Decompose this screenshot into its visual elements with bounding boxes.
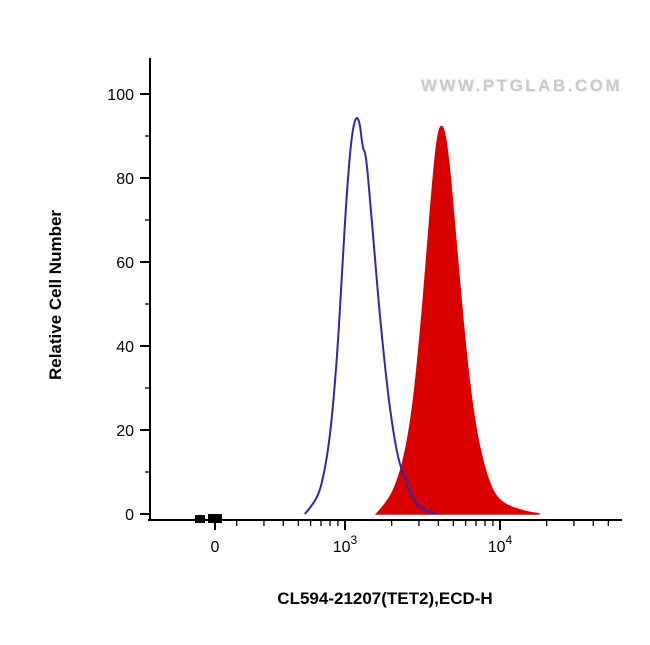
y-tick-label: 60: [116, 255, 134, 272]
y-tick-label: 80: [116, 171, 134, 188]
y-axis-title: Relative Cell Number: [46, 209, 65, 381]
y-tick-label: 0: [125, 507, 134, 524]
x-axis-title: CL594-21207(TET2),ECD-H: [277, 589, 493, 608]
x-tick-label: 104: [488, 533, 513, 556]
series-unstained-control: [304, 117, 436, 515]
zero-population-mark: [208, 514, 222, 523]
x-tick-label: 0: [211, 539, 220, 556]
series-cl594-tet2-stained: [374, 125, 540, 515]
watermark: WWW.PTGLAB.COM: [420, 76, 622, 95]
y-tick-label: 40: [116, 339, 134, 356]
y-tick-label: 100: [107, 87, 134, 104]
zero-population-mark: [195, 515, 205, 523]
y-tick-label: 20: [116, 423, 134, 440]
x-tick-label: 103: [333, 533, 358, 556]
